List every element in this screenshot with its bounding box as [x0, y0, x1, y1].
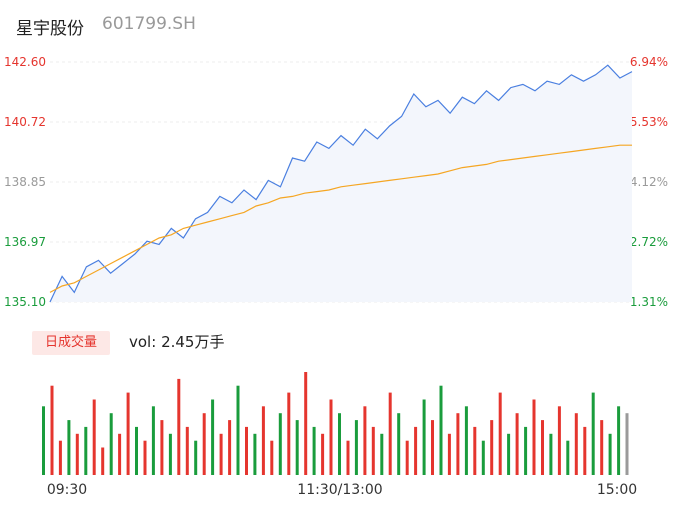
volume-bar [168, 433, 172, 475]
volume-bar [354, 420, 358, 475]
volume-bar [473, 426, 477, 475]
price-area [50, 65, 632, 302]
volume-bar [507, 433, 511, 475]
y-left-tick-label: 136.97 [4, 235, 46, 249]
volume-bar [625, 413, 629, 475]
volume-bar [287, 392, 291, 475]
volume-bar [414, 426, 418, 475]
volume-bar [109, 413, 113, 475]
volume-bar [261, 406, 265, 475]
volume-bar [600, 420, 604, 475]
volume-bar [464, 406, 468, 475]
volume-bar [278, 413, 282, 475]
volume-bar [194, 440, 198, 475]
volume-bar [185, 426, 189, 475]
volume-bar [295, 420, 299, 475]
y-right-tick-label: 1.31% [630, 295, 668, 309]
x-axis-time-label: 09:30 [47, 482, 87, 498]
volume-bar [270, 440, 274, 475]
y-right-tick-label: 4.12% [630, 175, 668, 189]
volume-bar [211, 399, 215, 475]
average-price-line [49, 144, 632, 293]
x-axis-time-label: 15:00 [597, 482, 637, 498]
volume-bar [380, 433, 384, 475]
y-right-tick-label: 6.94% [630, 55, 668, 69]
volume-bar [126, 392, 130, 475]
volume-bar [481, 440, 485, 475]
volume-bar [405, 440, 409, 475]
volume-bar [236, 385, 240, 475]
volume-bar [591, 392, 595, 475]
volume-bar [228, 420, 232, 475]
volume-bar [566, 440, 570, 475]
volume-bar [490, 420, 494, 475]
x-axis-time-label: 11:30/13:00 [297, 482, 382, 498]
stock-code: 601799.SH [102, 14, 196, 34]
y-left-tick-label: 142.60 [4, 55, 46, 69]
volume-bar [557, 406, 561, 475]
stock-name: 星宇股份 [16, 19, 84, 39]
volume-bar [608, 433, 612, 475]
volume-bar [524, 426, 528, 475]
volume-bar [346, 440, 350, 475]
volume-bar [329, 399, 333, 475]
volume-bar [219, 433, 223, 475]
volume-bar [456, 413, 460, 475]
volume-bar [118, 433, 122, 475]
volume-bar [143, 440, 147, 475]
y-right-tick-label: 2.72% [630, 235, 668, 249]
volume-bar [498, 392, 502, 475]
volume-bar [371, 426, 375, 475]
volume-prefix: vol: [129, 333, 157, 351]
volume-bar [422, 399, 426, 475]
volume-bar [50, 385, 54, 475]
volume-bar [202, 413, 206, 475]
volume-bar [151, 406, 155, 475]
volume-bar [321, 433, 325, 475]
volume-bar [58, 440, 62, 475]
volume-bar [447, 433, 451, 475]
y-left-tick-label: 135.10 [4, 295, 46, 309]
volume-readout: vol: 2.45万手 [129, 331, 224, 353]
volume-bar [101, 447, 105, 475]
y-left-tick-label: 138.85 [4, 175, 46, 189]
volume-bar [431, 420, 434, 475]
volume-bar [304, 372, 308, 475]
price-line [49, 64, 633, 303]
volume-bar [549, 433, 553, 475]
volume-bar [439, 385, 443, 475]
volume-value: 2.45万手 [161, 333, 225, 351]
volume-bar [338, 413, 341, 475]
volume-bar [177, 378, 181, 475]
volume-bar [312, 426, 316, 475]
volume-bar [617, 406, 621, 475]
y-right-tick-label: 5.53% [630, 115, 668, 129]
volume-bar [160, 420, 164, 475]
volume-bar [532, 399, 536, 475]
volume-bar [92, 399, 96, 475]
volume-bar [75, 433, 79, 475]
volume-bar [388, 392, 392, 475]
volume-bar [253, 433, 257, 475]
volume-bar [363, 406, 367, 475]
volume-bar [67, 420, 71, 475]
daily-volume-button[interactable]: 日成交量 [32, 331, 110, 355]
volume-bar [245, 426, 248, 475]
volume-bar [397, 413, 401, 475]
volume-bar [84, 426, 88, 475]
y-left-tick-label: 140.72 [4, 115, 46, 129]
volume-bar [515, 413, 519, 475]
volume-bar [583, 426, 587, 475]
volume-bar [135, 426, 138, 475]
volume-bar [541, 420, 544, 475]
volume-bar [574, 413, 578, 475]
volume-bar [42, 406, 45, 475]
